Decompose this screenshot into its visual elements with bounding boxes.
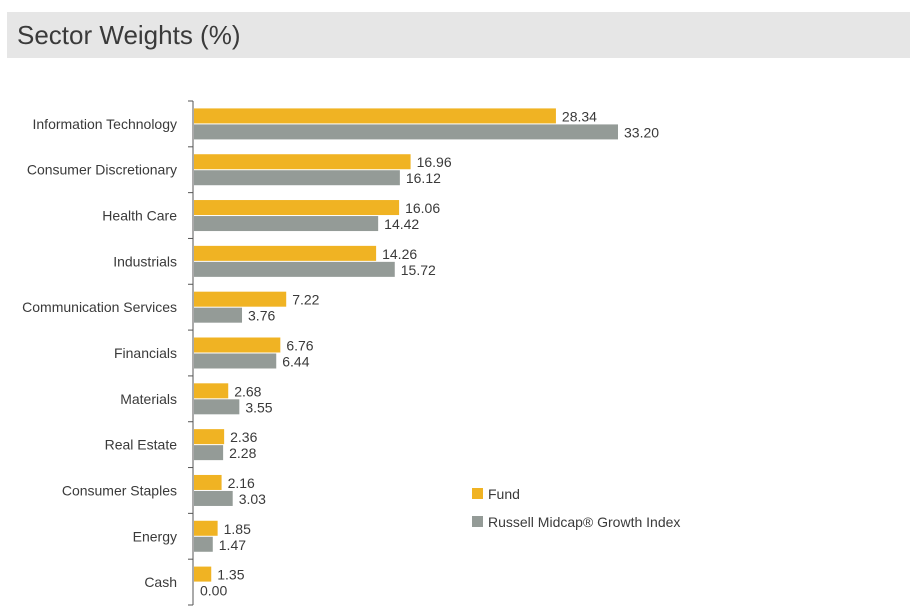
legend-index-label: Russell Midcap® Growth Index <box>488 514 680 530</box>
chart-title: Sector Weights (%) <box>17 20 241 50</box>
category-label: Materials <box>120 391 177 407</box>
fund-bar <box>194 291 287 307</box>
fund-value-label: 28.34 <box>562 108 597 124</box>
index-bar <box>194 261 395 277</box>
index-bar <box>194 445 224 461</box>
category-label: Cash <box>144 574 177 590</box>
fund-value-label: 14.26 <box>382 246 417 262</box>
index-value-label: 15.72 <box>401 262 436 278</box>
category-label: Energy <box>133 528 177 544</box>
category-label: Information Technology <box>33 116 178 132</box>
category-label: Consumer Staples <box>62 482 177 498</box>
fund-bar <box>194 474 222 490</box>
category-label: Financials <box>114 345 177 361</box>
index-value-label: 3.55 <box>245 399 272 415</box>
index-bar <box>194 490 233 506</box>
index-value-label: 3.03 <box>239 491 266 507</box>
index-bar <box>194 353 277 369</box>
index-bar <box>194 124 618 140</box>
fund-value-label: 1.85 <box>224 521 251 537</box>
fund-bar <box>194 108 556 124</box>
fund-value-label: 2.68 <box>234 383 261 399</box>
index-value-label: 33.20 <box>624 124 659 140</box>
index-value-label: 14.42 <box>384 216 419 232</box>
index-bar <box>194 170 400 186</box>
fund-bar <box>194 200 400 216</box>
index-value-label: 6.44 <box>282 354 309 370</box>
fund-value-label: 7.22 <box>292 292 319 308</box>
index-value-label: 3.76 <box>248 308 275 324</box>
fund-bar <box>194 154 411 170</box>
legend-index-swatch <box>472 516 483 527</box>
category-label: Consumer Discretionary <box>27 162 177 178</box>
index-bar <box>194 399 240 415</box>
legend-fund-swatch <box>472 488 483 499</box>
fund-value-label: 16.06 <box>405 200 440 216</box>
fund-bar <box>194 429 225 445</box>
fund-bar <box>194 520 218 536</box>
fund-value-label: 2.16 <box>228 475 255 491</box>
fund-bar <box>194 566 212 582</box>
fund-value-label: 16.96 <box>417 154 452 170</box>
index-bar <box>194 307 243 323</box>
index-bar <box>194 536 213 552</box>
fund-bar <box>194 383 229 399</box>
fund-bar <box>194 245 377 261</box>
index-bar <box>194 216 379 232</box>
index-value-label: 1.47 <box>219 537 246 553</box>
legend-fund-label: Fund <box>488 486 520 502</box>
title-bar: Sector Weights (%) <box>7 12 910 58</box>
fund-value-label: 1.35 <box>217 567 244 583</box>
index-value-label: 0.00 <box>200 583 227 599</box>
category-label: Communication Services <box>22 299 177 315</box>
category-label: Real Estate <box>105 437 178 453</box>
index-value-label: 2.28 <box>229 445 256 461</box>
fund-bar <box>194 337 281 353</box>
category-label: Health Care <box>102 208 177 224</box>
fund-value-label: 6.76 <box>286 338 313 354</box>
fund-value-label: 2.36 <box>230 429 257 445</box>
category-label: Industrials <box>113 253 177 269</box>
index-value-label: 16.12 <box>406 170 441 186</box>
